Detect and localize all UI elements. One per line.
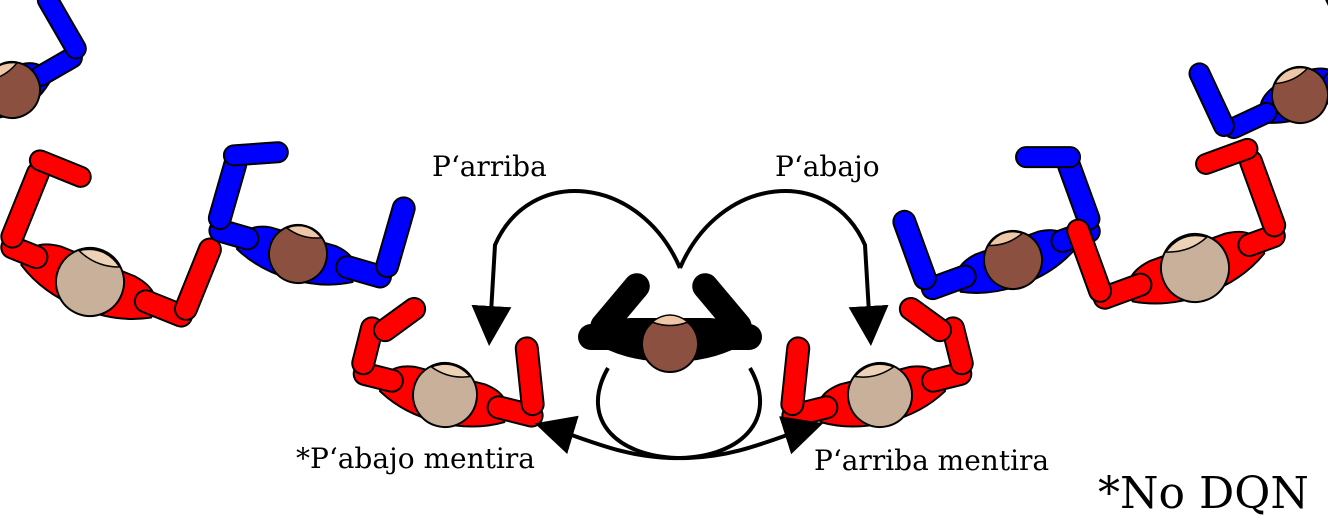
label-p-abajo: P‘abajo — [775, 150, 880, 183]
red-dancer-right-outer — [1066, 137, 1287, 310]
blue-dancer-top-right — [1188, 0, 1328, 140]
note-no-dqn: *No DQN — [1098, 468, 1309, 519]
arrow-down-lie-path — [534, 367, 763, 461]
blue-dancer-right-inner — [892, 146, 1101, 301]
red-dancer-left-center — [351, 296, 545, 428]
label-p-arriba: P‘arriba — [432, 150, 547, 183]
arrow-up-path — [471, 189, 682, 346]
red-dancer-right-center — [780, 296, 974, 428]
arrow-down-path — [678, 189, 889, 346]
red-dancer-left-outer — [0, 149, 222, 328]
label-p-arriba-mentira: P‘arriba mentira — [814, 444, 1050, 477]
blue-dancer-top-left — [0, 0, 87, 120]
arrow-up-lie-path — [595, 367, 824, 461]
label-p-abajo-mentira: *P‘abajo mentira — [296, 442, 535, 475]
blue-dancer-left-inner — [207, 141, 416, 289]
center-dancer — [578, 273, 762, 373]
